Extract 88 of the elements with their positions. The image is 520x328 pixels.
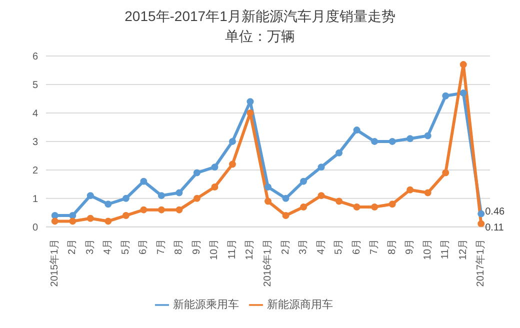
y-tick-label: 3 [32,137,38,148]
point [424,189,432,196]
point [442,169,450,176]
point [318,164,325,171]
point [158,192,165,200]
point [122,212,130,220]
x-tick-label: 2016年1月 [262,238,274,287]
legend-label: 新能源商用车 [267,298,333,311]
x-tick-label: 12月 [458,238,469,260]
point [282,194,290,202]
x-tick-label: 5月 [334,238,345,254]
chart-subtitle: 单位：万辆 [224,28,296,46]
y-tick-label: 4 [32,108,38,120]
x-tick-label: 7月 [369,238,380,254]
x-tick-label: 7月 [156,238,167,254]
point [104,218,112,225]
point [69,212,76,220]
y-tick-label: 6 [32,52,38,63]
point [406,186,414,194]
data-label: 0.11 [485,222,504,234]
x-tick-label: 6月 [351,238,362,254]
point [104,200,112,208]
x-tick-label: 9月 [404,238,416,254]
point [193,169,200,176]
point [478,210,485,218]
point [460,61,467,68]
point [228,160,236,168]
chart-title: 2015年-2017年1月新能源汽车月度销量走势 [124,8,396,26]
x-tick-label: 8月 [386,238,398,254]
point [122,194,130,202]
point [388,200,396,208]
y-tick-label: 5 [32,80,38,92]
x-tick-label: 4月 [316,238,327,254]
point [176,189,183,196]
x-tick-label: 2月 [67,238,78,254]
point [300,203,308,210]
point [51,212,58,220]
point [211,164,218,171]
x-tick-label: 8月 [174,238,185,254]
point [282,212,290,220]
x-tick-label: 11月 [440,238,452,260]
point [460,90,467,97]
point [406,135,414,142]
x-tick-label: 11月 [226,238,238,260]
x-tick-label: 3月 [84,238,96,254]
point [336,149,343,156]
x-tick-label: 2015年1月 [48,238,60,287]
point [424,132,432,140]
point [478,220,485,227]
x-tick-label: 5月 [120,238,132,254]
point [353,203,360,210]
x-tick-label: 6月 [138,238,150,254]
point [86,192,94,200]
point [69,218,76,225]
x-tick-label: 2月 [280,238,292,254]
point [246,109,254,116]
point [193,194,200,202]
x-tick-label: 12月 [244,238,256,260]
point [318,192,325,200]
point [371,203,378,210]
point [51,218,58,225]
y-tick-label: 1 [32,194,38,205]
y-tick-label: 0 [32,222,38,234]
point [264,184,272,191]
x-tick-label: 3月 [298,238,310,254]
point [158,206,165,214]
point [388,138,396,145]
point [353,126,360,134]
point [442,92,450,100]
x-tick-label: 9月 [191,238,202,254]
point [264,198,272,205]
y-tick-label: 2 [32,165,38,176]
point [176,206,183,214]
x-tick-label: 10月 [422,238,434,260]
point [140,206,148,214]
point [228,138,236,145]
legend-label: 新能源乘用车 [173,298,239,311]
point [86,214,94,222]
point [140,178,148,185]
x-tick-label: 4月 [102,238,114,254]
point [300,178,308,185]
x-tick-label: 10月 [209,238,220,260]
point [211,184,218,191]
x-tick-label: 2017年1月 [474,238,487,287]
point [371,138,378,145]
data-label: 0.46 [485,206,506,218]
point [246,98,254,106]
point [336,198,343,205]
